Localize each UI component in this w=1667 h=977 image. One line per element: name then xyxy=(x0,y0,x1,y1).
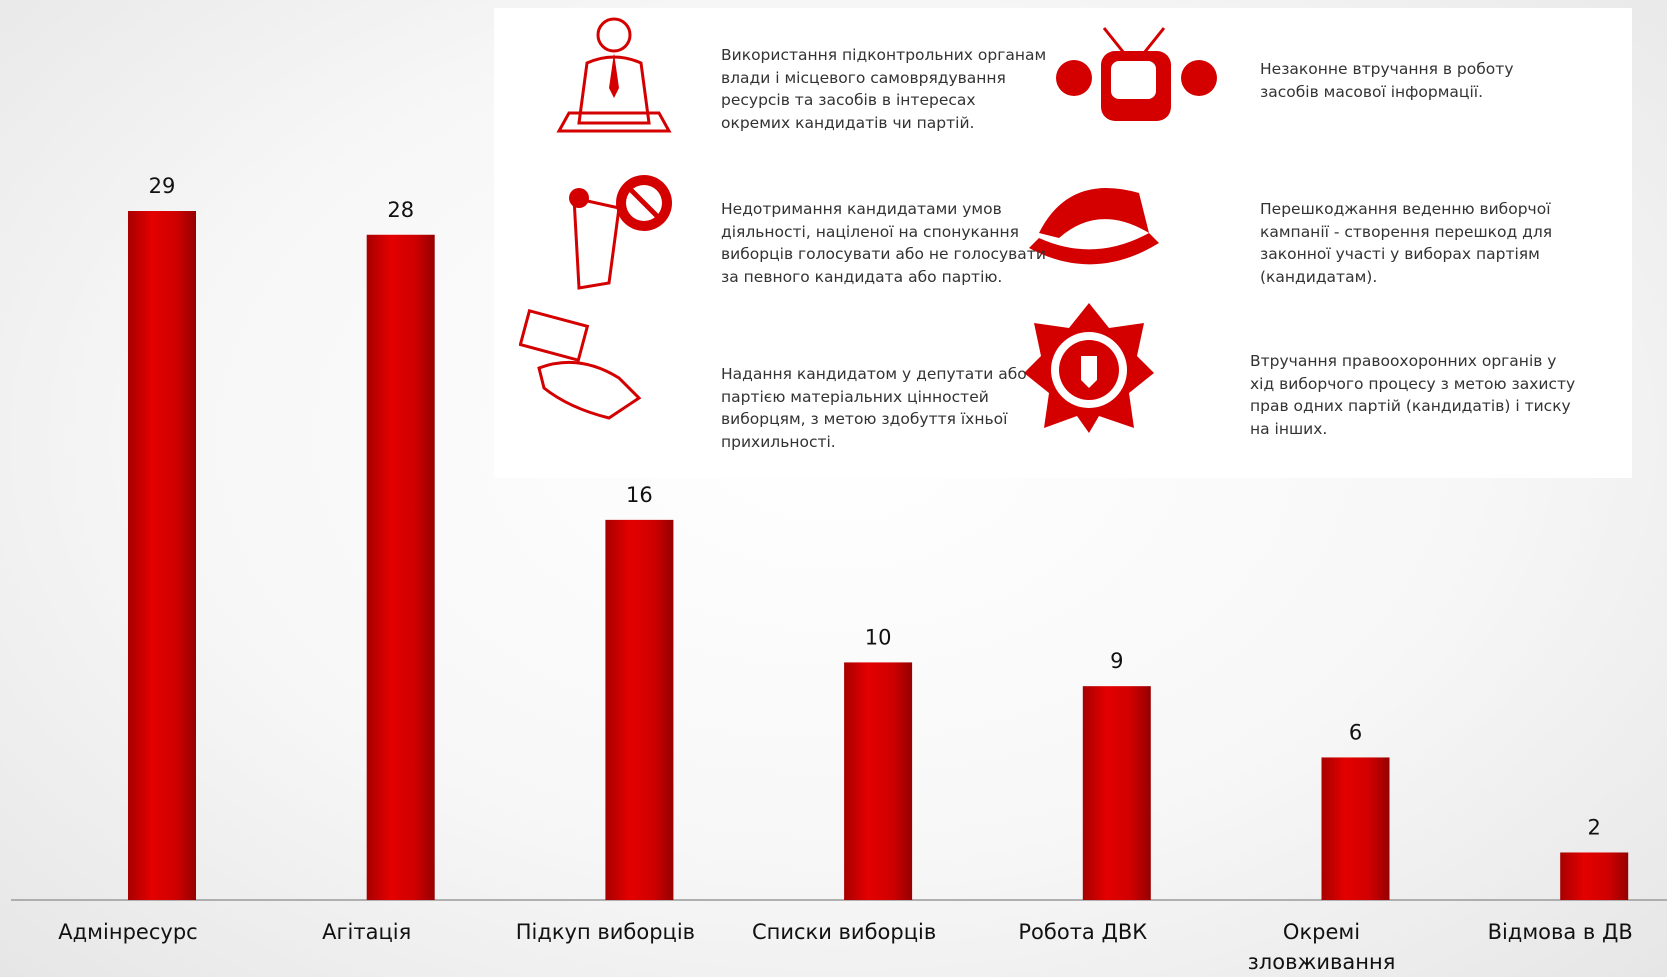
text-line: влади і місцевого самоврядування xyxy=(721,67,1046,90)
icon-money xyxy=(519,308,669,438)
value-label: 28 xyxy=(387,198,414,222)
bar xyxy=(844,662,912,900)
x-tick-label: Адмінресурс xyxy=(28,917,228,947)
value-label: 2 xyxy=(1588,815,1601,839)
bar xyxy=(128,211,196,900)
bar xyxy=(1560,852,1628,900)
text-line: Незаконне втручання в роботу xyxy=(1260,58,1514,81)
text-line: Надання кандидатом у депутати або xyxy=(721,363,1027,386)
text-line: за певного кандидата або партію. xyxy=(721,266,1046,289)
text-line: Використання підконтрольних органам xyxy=(721,44,1046,67)
text-line: Недотримання кандидатами умов xyxy=(721,198,1046,221)
value-label: 16 xyxy=(626,483,653,507)
value-label: 9 xyxy=(1110,649,1123,673)
bar xyxy=(1322,757,1390,900)
bar xyxy=(1083,686,1151,900)
text-line: Втручання правоохоронних органів у xyxy=(1250,350,1575,373)
text-line: виборцям, з метою здобуття їхньої xyxy=(721,408,1027,431)
text-line: виборців голосувати або не голосувати xyxy=(721,243,1046,266)
text-line: (кандидатам). xyxy=(1260,266,1552,289)
bar xyxy=(605,520,673,900)
text-line: хід виборчого процесу з метою захисту xyxy=(1250,373,1575,396)
icon-emblem xyxy=(1019,298,1159,438)
icon-tv xyxy=(1039,23,1239,133)
x-tick-label: Підкуп виборців xyxy=(505,917,705,947)
text-line: ресурсів та засобів в інтересах xyxy=(721,89,1046,112)
icon-official xyxy=(549,13,679,138)
icon-megaphone xyxy=(549,168,679,298)
x-tick-label: Агітація xyxy=(267,917,467,947)
text-line: діяльності, націленої на спонукання xyxy=(721,221,1046,244)
x-tick-label: Відмова в ДВ xyxy=(1460,917,1660,947)
text-line: прихильності. xyxy=(721,431,1027,454)
text-line: Перешкоджання веденню виборчої xyxy=(1260,198,1552,221)
bar xyxy=(367,235,435,900)
text-line: окремих кандидатів чи партій. xyxy=(721,112,1046,135)
value-label: 6 xyxy=(1349,720,1362,744)
value-label: 10 xyxy=(865,625,892,649)
value-label: 29 xyxy=(149,174,176,198)
text-line: на інших. xyxy=(1250,418,1575,441)
text-line: партією матеріальних цінностей xyxy=(721,386,1027,409)
text-line: прав одних партій (кандидатів) і тиску xyxy=(1250,395,1575,418)
page: {"chart_data": {"type": "bar", "categori… xyxy=(0,0,1667,977)
x-tick-label: Списки виборців xyxy=(744,917,944,947)
text-line: кампанії - створення перешкод для xyxy=(1260,221,1552,244)
x-tick-label: Окремі зловживання xyxy=(1222,917,1422,977)
x-tick-label: Робота ДВК xyxy=(983,917,1183,947)
text-line: засобів масової інформації. xyxy=(1260,81,1514,104)
text-line: законної участі у виборах партіям xyxy=(1260,243,1552,266)
